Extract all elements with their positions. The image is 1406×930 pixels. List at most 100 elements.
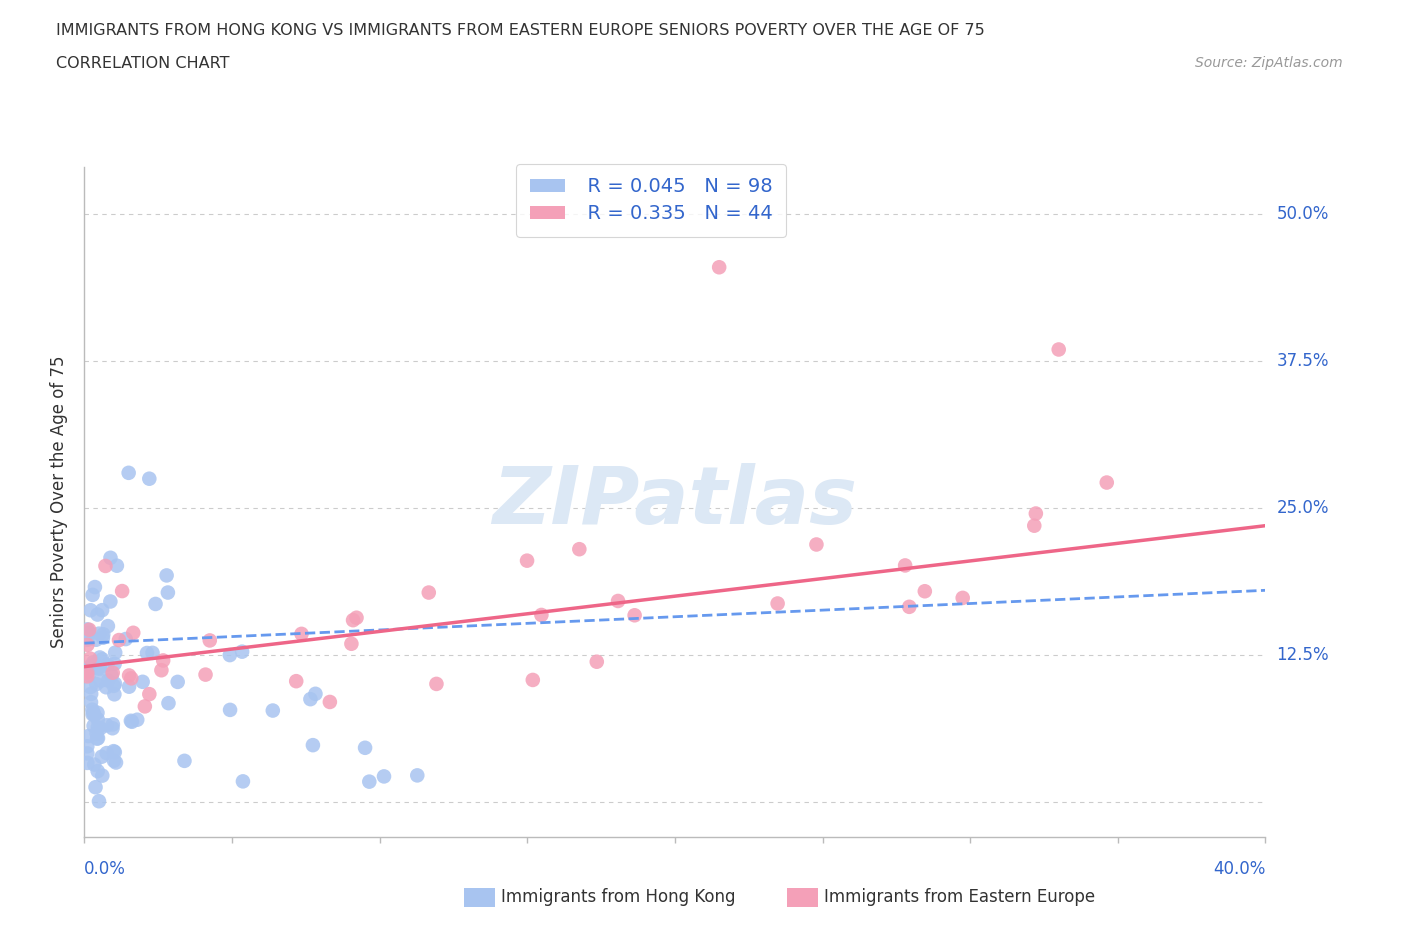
Point [516, 553, 538, 568]
Text: 25.0%: 25.0% [1277, 499, 1329, 517]
Point [406, 768, 429, 783]
Point [100, 551, 122, 565]
Point [105, 558, 128, 573]
Point [111, 584, 134, 599]
Point [79, 658, 101, 673]
Point [91, 631, 114, 645]
Point [150, 663, 173, 678]
Point [118, 679, 141, 694]
Point [89, 660, 111, 675]
Point [103, 687, 125, 702]
Y-axis label: Seniors Poverty Over the Age of 75: Seniors Poverty Over the Age of 75 [51, 356, 69, 648]
Point [141, 645, 163, 660]
Point [96, 658, 118, 672]
Point [82, 588, 104, 603]
Point [96, 718, 118, 733]
Point [84, 579, 107, 594]
Point [156, 585, 179, 600]
Bar [464, 888, 495, 907]
Text: 0.0%: 0.0% [84, 860, 127, 878]
Point [76, 632, 98, 647]
Text: Source: ZipAtlas.com: Source: ZipAtlas.com [1195, 56, 1343, 70]
Point [101, 721, 124, 736]
Point [76, 738, 98, 753]
Point [87, 731, 110, 746]
Point [118, 668, 141, 683]
Bar [787, 888, 818, 907]
Point [373, 769, 395, 784]
Point [77, 622, 100, 637]
Point [89, 721, 111, 736]
Point [1024, 518, 1046, 533]
Point [342, 613, 364, 628]
Point [131, 674, 153, 689]
Point [568, 542, 591, 557]
Point [898, 599, 921, 614]
Point [418, 585, 440, 600]
Point [914, 584, 936, 599]
Point [97, 618, 120, 633]
Point [709, 259, 731, 274]
Point [77, 728, 100, 743]
Point [623, 608, 645, 623]
Point [120, 713, 142, 728]
Point [104, 657, 127, 671]
Point [218, 647, 240, 662]
Point [806, 537, 828, 551]
Point [76, 665, 98, 680]
Point [103, 753, 125, 768]
Point [86, 731, 108, 746]
Text: 50.0%: 50.0% [1277, 206, 1329, 223]
Point [585, 655, 607, 670]
Point [76, 755, 98, 770]
Point [80, 695, 103, 710]
Point [607, 593, 630, 608]
Point [80, 686, 103, 701]
Point [952, 591, 974, 605]
Point [96, 680, 118, 695]
Point [302, 737, 325, 752]
Point [346, 610, 368, 625]
Text: ZIPatlas: ZIPatlas [492, 463, 858, 541]
Text: CORRELATION CHART: CORRELATION CHART [56, 56, 229, 71]
Point [103, 744, 125, 759]
Point [82, 705, 104, 720]
Point [87, 626, 110, 641]
Point [198, 633, 221, 648]
Point [91, 768, 114, 783]
Point [87, 794, 110, 809]
Point [79, 651, 101, 666]
Point [285, 673, 308, 688]
Point [86, 660, 108, 675]
Point [87, 712, 110, 727]
Point [101, 717, 124, 732]
Point [530, 607, 553, 622]
Point [121, 714, 143, 729]
Point [766, 596, 789, 611]
Point [79, 680, 101, 695]
Point [89, 650, 111, 665]
Point [82, 655, 104, 670]
Point [79, 603, 101, 618]
Point [425, 676, 447, 691]
Legend:   R = 0.045   N = 98,   R = 0.335   N = 44: R = 0.045 N = 98, R = 0.335 N = 44 [516, 164, 786, 237]
Point [86, 607, 108, 622]
Point [122, 625, 145, 640]
Point [91, 652, 114, 667]
Point [98, 594, 121, 609]
Point [145, 596, 167, 611]
Point [104, 745, 127, 760]
Point [354, 740, 377, 755]
Text: 40.0%: 40.0% [1213, 860, 1265, 878]
Point [86, 677, 108, 692]
Point [86, 764, 108, 778]
Point [304, 686, 326, 701]
Point [91, 603, 114, 618]
Point [76, 662, 98, 677]
Point [138, 686, 160, 701]
Point [127, 712, 149, 727]
Point [108, 632, 131, 647]
Text: Immigrants from Eastern Europe: Immigrants from Eastern Europe [824, 888, 1095, 907]
Point [1095, 475, 1118, 490]
Point [90, 673, 112, 688]
